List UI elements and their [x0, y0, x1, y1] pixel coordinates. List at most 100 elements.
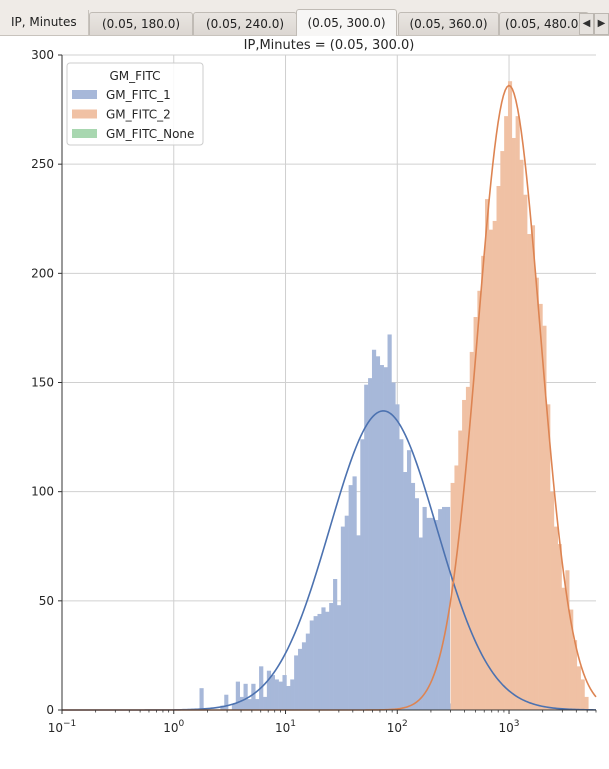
histogram-bar — [309, 620, 314, 710]
histogram-bar — [278, 681, 283, 710]
histogram-bar — [356, 535, 361, 710]
y-tick-label: 200 — [31, 266, 54, 280]
histogram-bar — [247, 699, 252, 710]
histogram-bar — [477, 290, 482, 710]
histogram-bar — [530, 225, 536, 711]
legend-swatch — [72, 129, 97, 138]
histogram-bar — [488, 229, 493, 710]
histogram-bar — [569, 609, 574, 710]
histogram-bar — [465, 386, 471, 710]
x-tick-label: 103 — [499, 719, 520, 735]
histogram-bar — [387, 334, 392, 710]
histogram-bar — [504, 116, 509, 711]
histogram-bar — [445, 506, 451, 710]
histogram-bar — [235, 681, 240, 710]
histogram-bar — [329, 603, 334, 710]
histogram-bar — [251, 683, 256, 710]
tab-ip-minutes[interactable]: IP, Minutes — [0, 10, 89, 35]
histogram-bar — [364, 384, 369, 710]
histogram-bar — [580, 679, 585, 710]
histogram-bar — [553, 526, 558, 710]
histogram-bar — [294, 655, 299, 710]
histogram-bar — [414, 498, 419, 710]
tab-4[interactable]: (0.05, 360.0) — [398, 12, 499, 35]
histogram-bar — [496, 186, 501, 710]
y-tick-label: 50 — [39, 594, 54, 608]
x-tick-label-base: 10 — [499, 721, 514, 735]
histogram-bar — [492, 220, 497, 710]
histogram-bar — [305, 633, 311, 710]
histogram-bar — [469, 351, 474, 710]
histogram-bar — [298, 648, 303, 710]
x-tick-label-base: 10 — [48, 721, 63, 735]
chart-title: IP,Minutes = (0.05, 300.0) — [244, 38, 415, 53]
histogram-bar — [511, 137, 516, 710]
histogram-bar — [434, 520, 439, 710]
histogram-bar — [538, 303, 543, 710]
histogram-bar — [344, 515, 349, 710]
histogram-bar — [403, 472, 408, 710]
histogram-bar — [519, 159, 524, 711]
histogram-bar — [199, 688, 204, 710]
histogram-bar — [406, 450, 412, 710]
tab-scroll-left-icon[interactable]: ◀ — [579, 13, 594, 35]
series-GM_FITC_1 — [199, 334, 451, 710]
histogram-bar — [348, 485, 353, 710]
histogram-bar — [454, 465, 459, 710]
histogram-bar — [282, 675, 287, 710]
histogram-bar — [360, 439, 365, 710]
histogram-bar — [449, 703, 451, 710]
series-GM_FITC_2 — [450, 81, 589, 711]
histogram-bar — [507, 81, 513, 710]
histogram-bar — [391, 382, 396, 710]
histogram-bar — [576, 666, 581, 710]
y-tick-label: 250 — [31, 157, 54, 171]
x-tick-label-exponent: −1 — [63, 719, 76, 729]
histogram-bar — [352, 476, 357, 710]
histogram-bar — [534, 277, 539, 710]
histogram-bar — [231, 703, 237, 710]
histogram-bar — [220, 705, 225, 710]
histogram-bar — [301, 642, 307, 710]
histogram-bar — [500, 151, 505, 711]
legend-entry-label: GM_FITC_None — [106, 127, 194, 141]
histogram-bar — [557, 544, 562, 710]
tab-3[interactable]: (0.05, 300.0) — [296, 9, 397, 36]
histogram-bar — [426, 517, 431, 710]
legend-swatch — [72, 90, 97, 99]
tab-2[interactable]: (0.05, 240.0) — [193, 12, 297, 35]
histogram-bar — [565, 570, 570, 710]
histogram-bar — [263, 696, 268, 710]
y-tick-label: 0 — [46, 703, 54, 717]
histogram-bar — [313, 616, 318, 710]
histogram-bar — [383, 367, 388, 710]
x-tick-label: 100 — [163, 719, 184, 735]
histogram-bar — [325, 611, 330, 710]
histogram-bar — [290, 679, 295, 710]
y-tick-label: 300 — [31, 48, 54, 62]
histogram-bar — [430, 517, 435, 710]
histogram-bar — [542, 325, 547, 710]
histogram-bar — [485, 199, 490, 710]
y-tick-label: 100 — [31, 485, 54, 499]
histogram-bar — [333, 579, 338, 710]
histogram-bar — [321, 607, 326, 710]
tab-scroll-right-icon[interactable]: ▶ — [594, 13, 609, 35]
histogram-bar — [572, 640, 578, 710]
histogram-bar — [286, 685, 291, 710]
histogram-bar — [317, 613, 322, 710]
tab-5[interactable]: (0.05, 480.0) — [499, 12, 589, 35]
histogram-bar — [515, 116, 520, 711]
histogram-bar — [418, 537, 423, 710]
histogram-bar — [395, 404, 400, 710]
histogram-bar — [224, 694, 229, 710]
histogram-bar — [481, 255, 486, 710]
histogram-bar — [561, 587, 566, 710]
histogram-bar — [584, 696, 589, 710]
tab-1[interactable]: (0.05, 180.0) — [89, 12, 193, 35]
x-tick-label-exponent: 0 — [179, 719, 185, 729]
histogram-bar — [546, 404, 551, 710]
histogram-bar — [458, 430, 463, 710]
tab-bar: IP, Minutes (0.05, 180.0) (0.05, 240.0) (0… — [0, 0, 609, 36]
